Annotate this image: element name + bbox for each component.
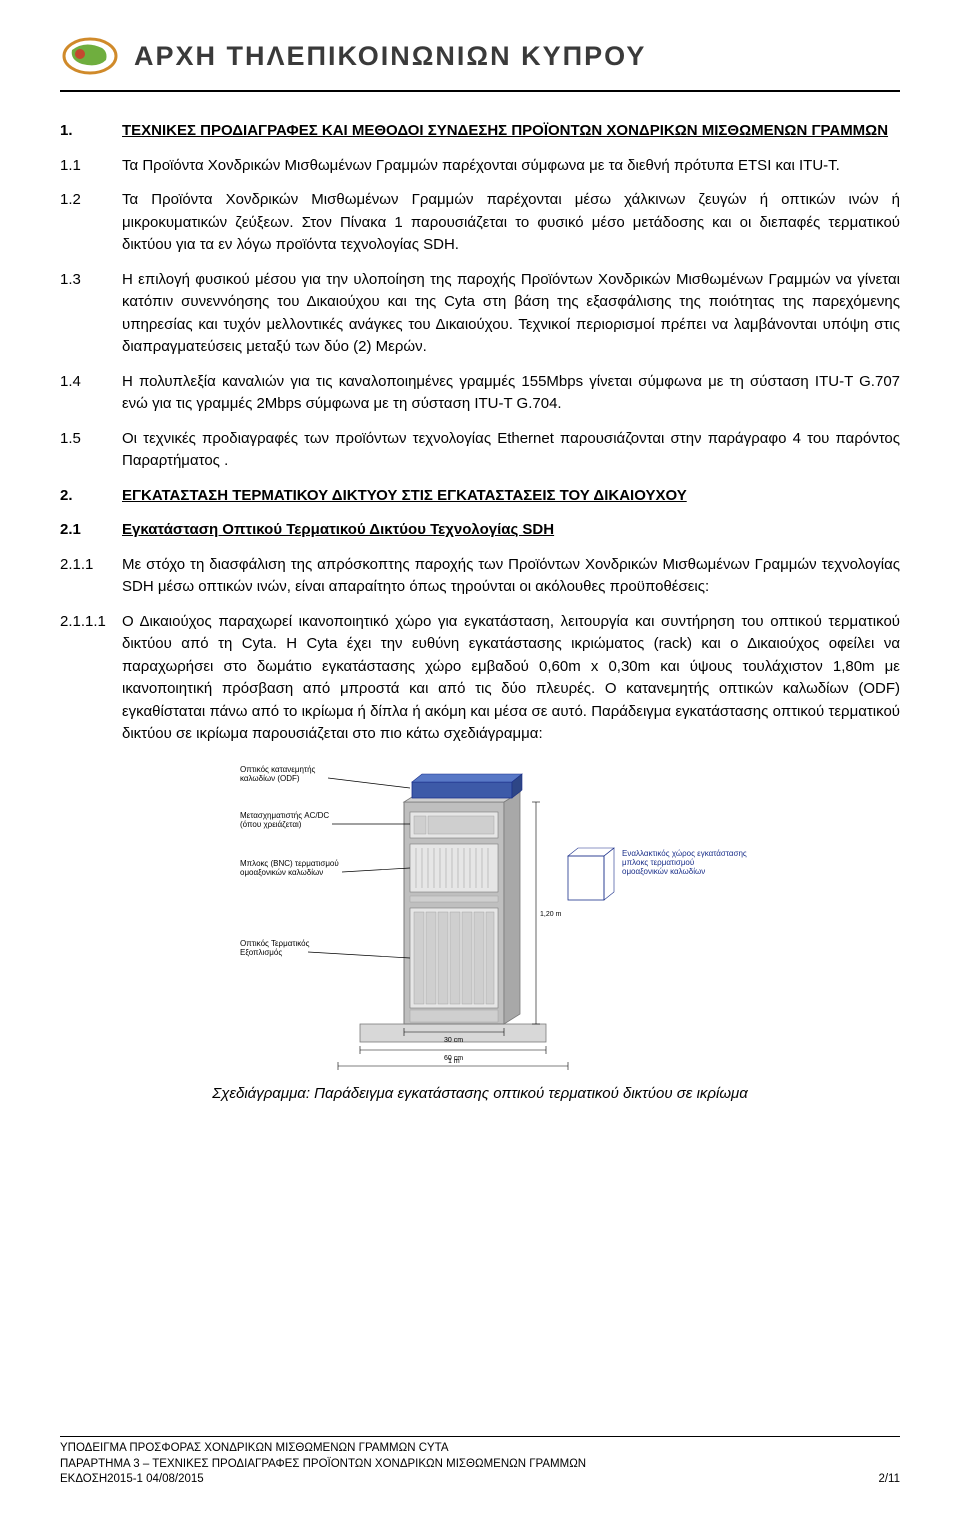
section-1-1: 1.1 Τα Προϊόντα Χονδρικών Μισθωμένων Γρα… [60,155,900,178]
label-alt: Εναλλακτικός χώρος εγκατάστασης μπλοκς τ… [622,849,749,876]
sec-text: Με στόχο τη διασφάλιση της απρόσκοπτης π… [122,554,900,599]
section-1-3: 1.3 Η επιλογή φυσικού μέσου για την υλοπ… [60,269,900,359]
label-acdc: Μετασχηματιστής AC/DC (όπου χρειάζεται) [240,811,331,829]
footer-page-num: 2/11 [878,1472,900,1488]
sec-text: Οι τεχνικές προδιαγραφές των προϊόντων τ… [122,428,900,473]
dim-height: 1,20 m [540,911,562,918]
sec-title: Εγκατάσταση Οπτικού Τερματικού Δικτύου Τ… [122,519,900,542]
sec-text: Τα Προϊόντα Χονδρικών Μισθωμένων Γραμμών… [122,189,900,257]
sec-num: 2.1.1.1 [60,611,122,746]
sec-text: Τα Προϊόντα Χονδρικών Μισθωμένων Γραμμών… [122,155,900,178]
dim-total-w: 1 m [448,1058,460,1065]
section-1-5: 1.5 Οι τεχνικές προδιαγραφές των προϊόντ… [60,428,900,473]
label-odf: Οπτικός κατανεμητής καλωδίων (ODF) [240,765,318,783]
section-2-1-1-1: 2.1.1.1 Ο Δικαιούχος παραχωρεί ικανοποιη… [60,611,900,746]
footer-edition: ΕΚΔΟΣΗ2015-1 04/08/2015 [60,1472,204,1488]
sec-text: Η επιλογή φυσικού μέσου για την υλοποίησ… [122,269,900,359]
rack-diagram: 1,20 m 30 cm 60 cm 1 m [160,760,800,1102]
section-1-heading: 1. ΤΕΧΝΙΚΕΣ ΠΡΟΔΙΑΓΡΑΦΕΣ ΚΑΙ ΜΕΘΟΔΟΙ ΣΥΝ… [60,120,900,143]
section-1-2: 1.2 Τα Προϊόντα Χονδρικών Μισθωμένων Γρα… [60,189,900,257]
sec-title: ΤΕΧΝΙΚΕΣ ΠΡΟΔΙΑΓΡΑΦΕΣ ΚΑΙ ΜΕΘΟΔΟΙ ΣΥΝΔΕΣ… [122,120,900,143]
sec-text: Η πολυπλεξία καναλιών για τις καναλοποιη… [122,371,900,416]
footer-line-1: ΥΠΟΔΕΙΓΜΑ ΠΡΟΣΦΟΡΑΣ ΧΟΝΔΡΙΚΩΝ ΜΙΣΘΩΜΕΝΩΝ… [60,1441,900,1457]
sec-num: 1.5 [60,428,122,473]
diagram-caption: Σχεδιάγραμμα: Παράδειγμα εγκατάστασης οπ… [160,1085,800,1102]
org-title: ΑΡΧΗ ΤΗΛΕΠΙΚΟΙΝΩΝΙΩΝ ΚΥΠΡΟΥ [134,41,646,72]
sec-num: 2. [60,485,122,508]
section-2-1-1: 2.1.1 Με στόχο τη διασφάλιση της απρόσκο… [60,554,900,599]
sec-num: 2.1 [60,519,122,542]
sec-num: 1.3 [60,269,122,359]
page-footer: ΥΠΟΔΕΙΓΜΑ ΠΡΟΣΦΟΡΑΣ ΧΟΝΔΡΙΚΩΝ ΜΙΣΘΩΜΕΝΩΝ… [60,1436,900,1488]
section-2-heading: 2. ΕΓΚΑΤΑΣΤΑΣΗ ΤΕΡΜΑΤΙΚΟΥ ΔΙΚΤΥΟΥ ΣΤΙΣ Ε… [60,485,900,508]
sec-text: Ο Δικαιούχος παραχωρεί ικανοποιητικό χώρ… [122,611,900,746]
label-bnc: Μπλοκς (BNC) τερματισμού ομοαξονικών καλ… [240,859,341,877]
logo [60,30,120,82]
section-1-4: 1.4 Η πολυπλεξία καναλιών για τις καναλο… [60,371,900,416]
label-equip: Οπτικός Τερματικός Εξοπλισμός [240,939,312,957]
dim-rack-w: 30 cm [444,1037,463,1044]
page-header: ΑΡΧΗ ΤΗΛΕΠΙΚΟΙΝΩΝΙΩΝ ΚΥΠΡΟΥ [60,30,900,92]
footer-line-2: ΠΑΡΑΡΤΗΜΑ 3 – ΤΕΧΝΙΚΕΣ ΠΡΟΔΙΑΓΡΑΦΕΣ ΠΡΟΪ… [60,1457,900,1473]
sec-title: ΕΓΚΑΤΑΣΤΑΣΗ ΤΕΡΜΑΤΙΚΟΥ ΔΙΚΤΥΟΥ ΣΤΙΣ ΕΓΚΑ… [122,485,900,508]
sec-num: 1.1 [60,155,122,178]
sec-num: 2.1.1 [60,554,122,599]
sec-num: 1. [60,120,122,143]
sec-num: 1.2 [60,189,122,257]
page: ΑΡΧΗ ΤΗΛΕΠΙΚΟΙΝΩΝΙΩΝ ΚΥΠΡΟΥ 1. ΤΕΧΝΙΚΕΣ … [0,0,960,1518]
sec-num: 1.4 [60,371,122,416]
section-2-1-heading: 2.1 Εγκατάσταση Οπτικού Τερματικού Δικτύ… [60,519,900,542]
